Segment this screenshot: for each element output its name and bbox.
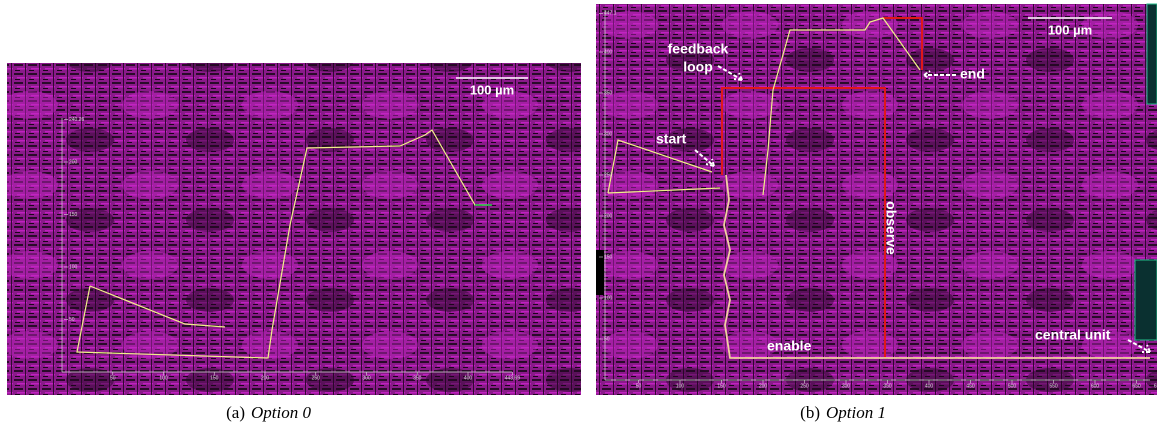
- y-tick-label: 240.26: [69, 117, 85, 123]
- x-tick-label: 200: [261, 375, 270, 381]
- x-tick-label: 300: [362, 375, 371, 381]
- x-tick-label: 150: [210, 375, 219, 381]
- annotation: feedback: [668, 41, 729, 57]
- x-tick-label: 650: [1132, 383, 1141, 389]
- y-tick-label: 400: [604, 49, 613, 55]
- x-tick-label: 400: [925, 383, 934, 389]
- caption-name: Option 1: [826, 403, 886, 422]
- annotation: observe: [883, 201, 899, 255]
- panel-a: 100 µm (a) Option 0: [7, 63, 581, 422]
- x-tick-label: 450: [966, 383, 975, 389]
- caption-label: (a): [226, 403, 245, 422]
- y-tick-label: 150: [604, 254, 613, 260]
- y-tick-label: 50: [604, 336, 610, 342]
- annotation: enable: [767, 338, 812, 354]
- x-tick-label: 443.69: [505, 375, 521, 381]
- y-tick-label: 100: [69, 264, 78, 270]
- x-tick-label: 150: [717, 383, 726, 389]
- x-tick-label: 50: [110, 375, 116, 381]
- layout-texture: [7, 63, 581, 395]
- x-tick-label: 100: [676, 383, 685, 389]
- caption-label: (b): [800, 403, 820, 422]
- annotation: end: [960, 66, 985, 82]
- x-tick-label: 500: [1008, 383, 1017, 389]
- y-tick-label: 150: [69, 212, 78, 218]
- x-tick-label: 50: [636, 383, 642, 389]
- x-tick-label: 200: [759, 383, 768, 389]
- block: [1147, 4, 1157, 104]
- caption-name: Option 0: [251, 403, 311, 422]
- y-tick-label: 250: [604, 172, 613, 178]
- y-tick-label: 50: [69, 317, 75, 323]
- panel-b: 100 µm feedback loop end start observe e…: [596, 4, 1157, 422]
- x-tick-label: 250: [312, 375, 321, 381]
- x-tick-label: 400: [464, 375, 473, 381]
- x-tick-label: 100: [159, 375, 168, 381]
- y-tick-label: 350: [604, 90, 613, 96]
- annotation: central unit: [1035, 327, 1111, 343]
- block: [1135, 260, 1157, 340]
- y-tick-label: 447.1: [604, 11, 617, 17]
- y-tick-label: 100: [604, 295, 613, 301]
- y-tick-label: 200: [604, 213, 613, 219]
- annotation: start: [656, 131, 687, 147]
- x-tick-label: 350: [883, 383, 892, 389]
- x-tick-label: 350: [413, 375, 422, 381]
- x-tick-label: 550: [1049, 383, 1058, 389]
- annotation: loop: [683, 59, 713, 75]
- x-tick-label: 600: [1091, 383, 1100, 389]
- figure: 100 µm (a) Option 0 100 µm feedback loop…: [0, 0, 1157, 432]
- x-tick-label: 300: [842, 383, 851, 389]
- scale-label: 100 µm: [1048, 22, 1092, 37]
- y-tick-label: 200: [69, 159, 78, 165]
- scale-label: 100 µm: [470, 82, 514, 97]
- x-tick-label: 250: [800, 383, 809, 389]
- y-tick-label: 300: [604, 131, 613, 137]
